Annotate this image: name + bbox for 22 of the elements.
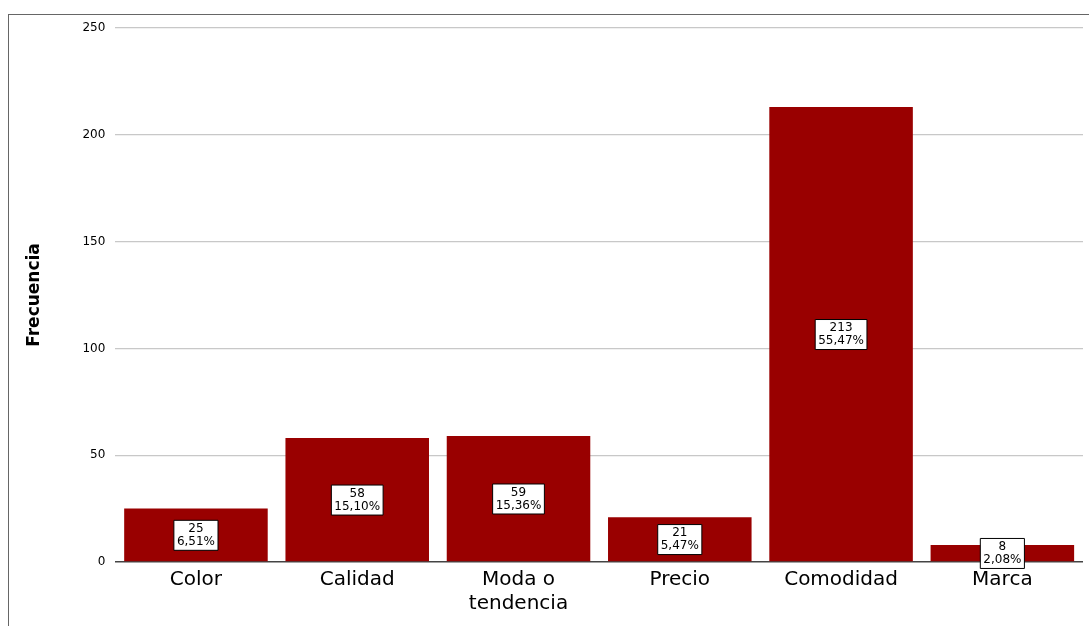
data-label: 58 15,10% bbox=[334, 485, 381, 513]
data-label: 59 15,36% bbox=[495, 484, 542, 512]
y-tick-label: 100 bbox=[82, 340, 106, 355]
data-label: 213 55,47% bbox=[818, 320, 864, 348]
data-label: 25 6,51% bbox=[176, 520, 216, 548]
bar bbox=[769, 107, 913, 562]
x-tick-label: Calidad bbox=[319, 566, 395, 591]
data-label: 8 2,08% bbox=[983, 539, 1022, 567]
x-tick-label: Precio bbox=[649, 566, 711, 591]
y-tick-label: 250 bbox=[82, 20, 106, 35]
y-tick-label: 0 bbox=[97, 554, 106, 569]
y-axis-title: Frecuencia bbox=[22, 243, 43, 347]
y-tick-label: 50 bbox=[90, 447, 106, 462]
x-tick-label: Comodidad bbox=[784, 566, 898, 591]
x-tick-label: Marca bbox=[972, 566, 1033, 591]
y-tick-label: 200 bbox=[82, 126, 106, 141]
y-tick-label: 150 bbox=[82, 233, 106, 248]
x-tick-label: Color bbox=[169, 566, 223, 591]
x-tick-label: Moda o tendencia bbox=[468, 566, 569, 615]
bar bbox=[285, 438, 429, 562]
bar bbox=[446, 435, 591, 562]
data-label: 21 5,47% bbox=[660, 525, 699, 553]
